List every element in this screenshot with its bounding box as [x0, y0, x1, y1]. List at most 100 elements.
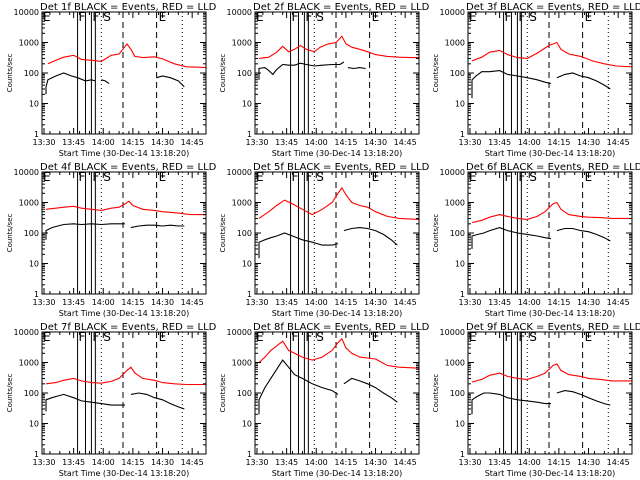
y-tick-label: 10: [29, 100, 39, 109]
y-tick-label: 1000: [232, 39, 252, 48]
x-tick-label: 14:45: [394, 298, 417, 307]
y-tick-label: 1: [34, 290, 39, 299]
y-tick-label: 1000: [445, 199, 465, 208]
region-label: F: [518, 10, 525, 24]
panel-title: Det 4f BLACK = Events, RED = LLD: [40, 162, 217, 173]
y-axis-label: Counts/sec: [219, 54, 227, 93]
panel-title: Det 2f BLACK = Events, RED = LLD: [253, 2, 430, 13]
panel-det-1: Det 1f BLACK = Events, RED = LLDEFFSE110…: [6, 2, 217, 158]
y-tick-label: 1: [460, 130, 465, 139]
region-label: F: [292, 10, 299, 24]
x-tick-label: 14:15: [547, 138, 570, 147]
x-axis-label: Start Time (30-Dec-14 13:18:20): [59, 469, 190, 478]
lld-series-line: [471, 201, 632, 224]
x-tick-label: 14:30: [577, 138, 600, 147]
events-series-line: [471, 392, 551, 415]
x-tick-label: 13:30: [245, 298, 268, 307]
x-tick-label: 14:45: [181, 458, 204, 467]
region-label: S: [529, 10, 537, 24]
region-label: F: [518, 330, 525, 344]
lld-series-line: [258, 337, 420, 369]
x-tick-label: 14:45: [181, 138, 204, 147]
events-series-line: [258, 232, 339, 259]
y-tick-label: 1: [460, 290, 465, 299]
panel-det-9: Det 9f BLACK = Events, RED = LLDEFFSE110…: [432, 322, 640, 478]
panel-det-7: Det 7f BLACK = Events, RED = LLDEFFSE110…: [6, 322, 217, 478]
events-series-line: [556, 390, 611, 406]
x-axis-label: Start Time (30-Dec-14 13:18:20): [485, 469, 616, 478]
x-tick-label: 13:30: [458, 458, 481, 467]
y-axis-label: Counts/sec: [432, 54, 440, 93]
plot-frame: [254, 11, 420, 135]
x-tick-label: 13:45: [488, 138, 511, 147]
x-axis-label: Start Time (30-Dec-14 13:18:20): [272, 309, 403, 318]
x-tick-label: 14:15: [547, 298, 570, 307]
region-label: F: [79, 170, 86, 184]
region-label: F: [92, 10, 99, 24]
x-axis-label: Start Time (30-Dec-14 13:18:20): [485, 309, 616, 318]
region-label: S: [529, 330, 537, 344]
x-tick-label: 13:30: [32, 298, 55, 307]
panel-title: Det 1f BLACK = Events, RED = LLD: [40, 2, 217, 13]
y-tick-label: 1: [247, 450, 252, 459]
region-label: F: [292, 170, 299, 184]
events-series-line: [258, 359, 339, 415]
events-series-line: [343, 227, 398, 246]
events-series-line: [130, 392, 185, 410]
y-axis-label: Counts/sec: [6, 374, 14, 413]
y-axis-label: Counts/sec: [219, 214, 227, 253]
x-axis-label: Start Time (30-Dec-14 13:18:20): [272, 149, 403, 158]
events-series-line: [45, 72, 96, 95]
y-tick-label: 10000: [227, 8, 252, 17]
lld-series-line: [258, 35, 419, 59]
region-label: S: [316, 10, 324, 24]
y-tick-label: 10000: [440, 8, 465, 17]
plot-frame: [467, 11, 633, 135]
x-tick-label: 14:45: [394, 138, 417, 147]
lld-series-line: [258, 186, 420, 220]
region-label: E: [43, 330, 51, 344]
y-tick-label: 1000: [445, 39, 465, 48]
region-label: F: [505, 170, 512, 184]
x-tick-label: 14:00: [305, 298, 328, 307]
region-label: F: [505, 10, 512, 24]
x-tick-label: 14:00: [305, 138, 328, 147]
x-tick-label: 14:15: [121, 298, 144, 307]
y-tick-label: 100: [24, 389, 39, 398]
x-axis-label: Start Time (30-Dec-14 13:18:20): [59, 309, 190, 318]
x-tick-label: 14:30: [364, 298, 387, 307]
region-label: E: [43, 10, 51, 24]
y-tick-label: 10000: [227, 328, 252, 337]
x-tick-label: 14:45: [394, 458, 417, 467]
y-tick-label: 10: [29, 260, 39, 269]
y-tick-label: 100: [24, 229, 39, 238]
x-tick-label: 13:45: [62, 298, 85, 307]
x-tick-label: 14:15: [334, 458, 357, 467]
lld-series-line: [471, 363, 632, 383]
x-axis-label: Start Time (30-Dec-14 13:18:20): [272, 469, 403, 478]
x-tick-label: 14:00: [92, 138, 115, 147]
y-tick-label: 1: [247, 130, 252, 139]
x-tick-label: 13:30: [32, 458, 55, 467]
panel-title: Det 6f BLACK = Events, RED = LLD: [466, 162, 640, 173]
x-tick-label: 13:30: [245, 458, 268, 467]
x-tick-label: 14:30: [151, 138, 174, 147]
panel-title: Det 8f BLACK = Events, RED = LLD: [253, 322, 430, 333]
x-axis-label: Start Time (30-Dec-14 13:18:20): [485, 149, 616, 158]
region-label: S: [103, 330, 111, 344]
y-tick-label: 10000: [14, 328, 39, 337]
x-tick-label: 13:45: [62, 458, 85, 467]
panel-det-3: Det 3f BLACK = Events, RED = LLDEFFSE110…: [432, 2, 640, 158]
region-label: S: [316, 330, 324, 344]
y-axis-label: Counts/sec: [432, 214, 440, 253]
x-tick-label: 13:45: [62, 138, 85, 147]
x-tick-label: 13:45: [488, 298, 511, 307]
y-tick-label: 100: [237, 69, 252, 78]
y-tick-label: 1: [34, 130, 39, 139]
x-tick-label: 13:30: [458, 298, 481, 307]
events-series-line: [156, 75, 185, 88]
events-series-line: [556, 72, 611, 90]
x-tick-label: 14:45: [607, 458, 630, 467]
y-tick-label: 10000: [14, 168, 39, 177]
x-tick-label: 13:30: [32, 138, 55, 147]
